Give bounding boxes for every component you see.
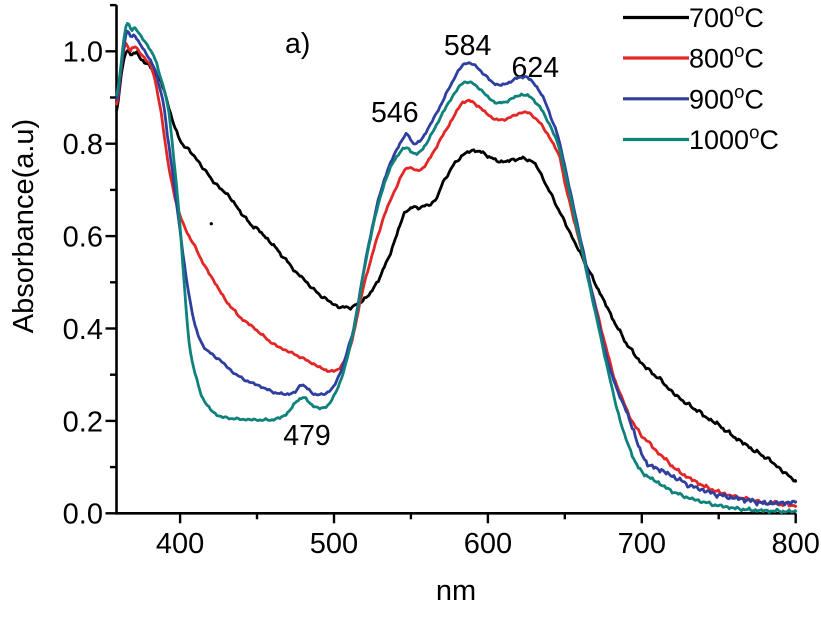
svg-text:a): a) [285, 28, 310, 60]
svg-text:800oC: 800oC [689, 40, 764, 74]
svg-text:1.0: 1.0 [63, 37, 103, 69]
svg-text:624: 624 [512, 52, 560, 84]
svg-text:0.4: 0.4 [63, 314, 103, 346]
svg-text:546: 546 [371, 97, 419, 129]
svg-text:584: 584 [444, 30, 492, 62]
svg-text:0.6: 0.6 [63, 222, 103, 254]
svg-text:nm: nm [436, 575, 476, 607]
svg-text:700: 700 [618, 528, 666, 560]
svg-text:400: 400 [156, 528, 204, 560]
svg-text:600: 600 [464, 528, 512, 560]
svg-text:Absorbance(a.u): Absorbance(a.u) [8, 119, 40, 333]
svg-text:500: 500 [310, 528, 358, 560]
svg-text:700oC: 700oC [689, 0, 764, 33]
svg-text:0.8: 0.8 [63, 129, 103, 161]
svg-text:0.0: 0.0 [63, 499, 103, 531]
svg-text:479: 479 [283, 420, 331, 452]
svg-text:1000oC: 1000oC [689, 122, 779, 156]
svg-text:800: 800 [772, 528, 820, 560]
svg-text:0.2: 0.2 [63, 406, 103, 438]
svg-text:900oC: 900oC [689, 81, 764, 115]
